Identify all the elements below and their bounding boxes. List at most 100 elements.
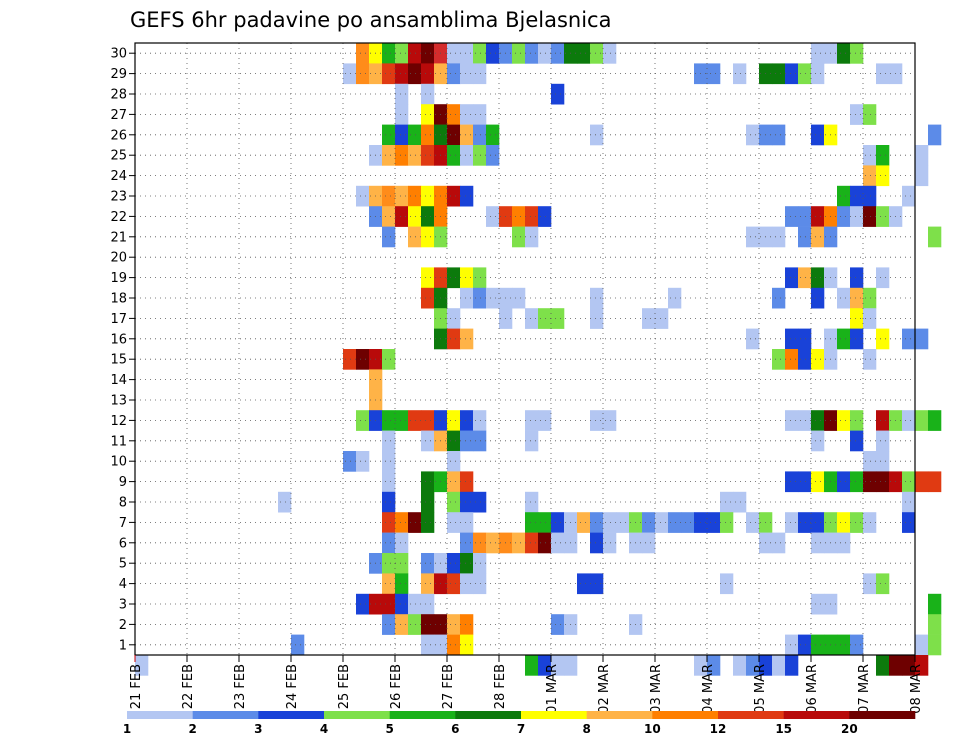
heat-cell-member-29 xyxy=(356,63,370,85)
heat-cell-member-4 xyxy=(590,573,604,595)
heat-cell-member-7 xyxy=(798,512,812,533)
legend-label: 4 xyxy=(320,722,328,736)
heat-cell-member-12 xyxy=(356,410,370,431)
y-tick-label: 24 xyxy=(110,169,127,184)
heat-cell-member-15 xyxy=(798,349,812,370)
heat-cell-member-5 xyxy=(382,553,396,574)
heat-cell-member-9 xyxy=(460,471,474,493)
heat-cell-member-29 xyxy=(343,63,357,85)
heat-cell-member-18 xyxy=(668,287,682,309)
heat-cell-member-25 xyxy=(447,145,461,166)
heat-cell-member-21 xyxy=(382,226,396,248)
heat-cell-member-23 xyxy=(356,185,370,207)
heat-cell-member-9 xyxy=(902,471,916,493)
x-tick-label: 23 FEB xyxy=(233,664,248,709)
heat-cell-member-23 xyxy=(421,185,435,207)
heat-cell-member-7 xyxy=(642,512,656,533)
heat-cell-member-21 xyxy=(811,226,825,248)
heat-cell-member-30 xyxy=(512,43,526,64)
heat-cell-member-16 xyxy=(876,328,890,350)
heat-cell-member-7 xyxy=(668,512,682,533)
heat-cell-member-4 xyxy=(447,573,461,595)
heat-cell-member-0 xyxy=(551,655,565,676)
heat-cell-member-12 xyxy=(538,410,552,431)
heat-cell-member-27 xyxy=(863,104,877,125)
heat-cell-member-1 xyxy=(915,634,929,656)
heat-cell-member-12 xyxy=(798,410,812,431)
heat-cell-member-0 xyxy=(733,655,747,676)
heat-cell-member-29 xyxy=(421,63,435,85)
heat-cell-member-22 xyxy=(538,206,552,227)
heat-cell-member-22 xyxy=(512,206,526,227)
y-tick-label: 28 xyxy=(110,88,127,103)
heat-cell-member-29 xyxy=(798,63,812,85)
heat-cell-member-2 xyxy=(395,614,409,635)
heat-cell-member-30 xyxy=(447,43,461,64)
heat-cell-member-21 xyxy=(798,226,812,248)
heat-cell-member-3 xyxy=(395,593,409,615)
legend-label: 3 xyxy=(254,722,262,736)
heat-cell-member-8 xyxy=(473,491,487,513)
heat-cell-member-12 xyxy=(460,410,474,431)
heat-cell-member-1 xyxy=(785,634,799,656)
legend-label: 15 xyxy=(775,722,792,736)
heat-cell-member-7 xyxy=(850,512,864,533)
heat-cell-member-29 xyxy=(447,63,461,85)
heat-cell-member-22 xyxy=(486,206,500,227)
heat-cell-member-7 xyxy=(447,512,461,533)
heat-cell-member-1 xyxy=(850,634,864,656)
heat-cell-member-6 xyxy=(538,532,552,554)
heat-cell-member-2 xyxy=(928,614,942,635)
heat-cell-member-7 xyxy=(603,512,617,533)
x-tick-label: 03 MAR xyxy=(649,664,664,714)
heat-cell-member-7 xyxy=(811,512,825,533)
heat-cell-member-29 xyxy=(473,63,487,85)
heat-cell-member-7 xyxy=(785,512,799,533)
heat-cell-member-26 xyxy=(447,124,461,146)
heat-cell-member-22 xyxy=(525,206,539,227)
heat-cell-member-19 xyxy=(473,267,487,289)
heat-cell-member-3 xyxy=(382,593,396,615)
heat-cell-member-5 xyxy=(447,553,461,574)
heat-cell-member-9 xyxy=(915,471,929,493)
heat-cell-member-6 xyxy=(512,532,526,554)
heat-cell-member-12 xyxy=(382,410,396,431)
heat-cell-member-7 xyxy=(551,512,565,533)
heat-cell-member-15 xyxy=(785,349,799,370)
y-tick-label: 11 xyxy=(110,434,127,449)
heat-cell-member-6 xyxy=(603,532,617,554)
heat-cell-member-7 xyxy=(616,512,630,533)
heat-cell-member-29 xyxy=(395,63,409,85)
legend-swatch xyxy=(849,711,916,719)
y-tick-label: 19 xyxy=(110,271,127,286)
heat-cell-member-4 xyxy=(863,573,877,595)
heat-cell-member-28 xyxy=(421,83,435,105)
legend-swatch xyxy=(783,711,850,719)
y-tick-label: 15 xyxy=(110,353,127,368)
heat-cell-member-3 xyxy=(928,593,942,615)
heat-cell-member-18 xyxy=(421,287,435,309)
heat-cell-member-30 xyxy=(538,43,552,64)
y-tick-label: 9 xyxy=(119,475,127,490)
heat-cell-member-28 xyxy=(395,83,409,105)
heat-cell-member-6 xyxy=(837,532,851,554)
heat-cell-member-8 xyxy=(278,491,292,513)
heat-cell-member-26 xyxy=(408,124,422,146)
heat-cell-member-23 xyxy=(863,185,877,207)
heat-cell-member-7 xyxy=(577,512,591,533)
heat-cell-member-11 xyxy=(876,430,890,452)
x-tick-label: 24 FEB xyxy=(285,664,300,709)
heat-cell-member-25 xyxy=(408,145,422,166)
legend-label: 20 xyxy=(841,722,858,736)
heat-cell-member-22 xyxy=(850,206,864,227)
y-tick-label: 2 xyxy=(119,618,127,633)
heat-cell-member-0 xyxy=(538,655,552,676)
heat-cell-member-24 xyxy=(863,165,877,187)
heat-cell-member-9 xyxy=(863,471,877,493)
heat-cell-member-29 xyxy=(772,63,786,85)
heat-cell-member-23 xyxy=(850,185,864,207)
heat-cell-member-16 xyxy=(746,328,760,350)
heat-cell-member-12 xyxy=(421,410,435,431)
heat-cell-member-12 xyxy=(902,410,916,431)
heat-cell-member-11 xyxy=(525,430,539,452)
